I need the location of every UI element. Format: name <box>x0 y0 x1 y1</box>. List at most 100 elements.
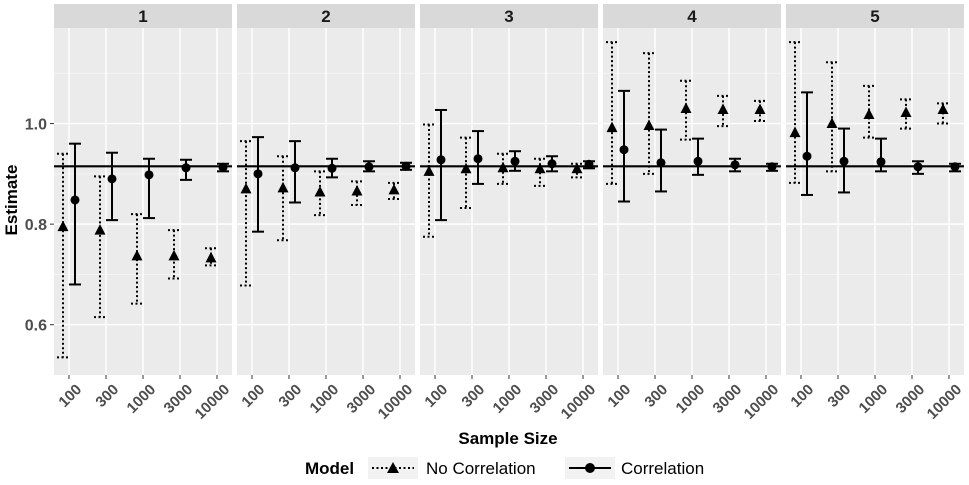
x-tick-label: 300 <box>92 381 122 411</box>
point-estimate-triangle <box>460 162 472 174</box>
point-estimate-triangle <box>717 103 729 114</box>
triangle-marker-icon <box>387 462 399 473</box>
facet-panel-5: 5 <box>786 4 964 375</box>
facet-strip-label: 5 <box>870 7 879 26</box>
point-estimate-circle <box>510 156 520 166</box>
errorbar-no-correlation <box>571 162 583 179</box>
errorbar-no-correlation <box>314 170 326 217</box>
errorbar-correlation <box>949 162 961 173</box>
facet-strip-label: 4 <box>687 7 697 26</box>
x-tick-label: 1000 <box>490 381 526 417</box>
errorbar-no-correlation <box>643 52 655 175</box>
x-tick-label: 300 <box>641 381 671 411</box>
point-estimate-triangle <box>277 181 289 193</box>
facet-strip-label: 3 <box>504 7 513 26</box>
legend: Model No Correlation Correlation <box>305 457 704 479</box>
errorbar-no-correlation <box>351 180 363 207</box>
x-tick-label: 3000 <box>161 381 197 417</box>
y-axis-title: Estimate <box>2 165 21 236</box>
point-estimate-circle <box>584 159 594 169</box>
errorbar-correlation <box>252 136 264 233</box>
errorbar-correlation <box>875 137 887 173</box>
point-estimate-circle <box>913 162 923 172</box>
point-estimate-triangle <box>388 183 400 195</box>
point-estimate-circle <box>950 162 960 172</box>
point-estimate-triangle <box>680 102 692 113</box>
point-estimate-triangle <box>789 126 801 138</box>
errorbar-no-correlation <box>789 41 801 184</box>
point-estimate-triangle <box>205 251 217 263</box>
x-tick-label: 1000 <box>673 381 709 417</box>
facet-strip-label: 1 <box>138 7 147 26</box>
point-estimate-triangle <box>57 220 69 232</box>
errorbar-correlation <box>583 159 595 170</box>
point-estimate-circle <box>253 169 263 179</box>
point-estimate-circle <box>70 195 80 205</box>
errorbar-correlation <box>217 162 229 173</box>
errorbar-no-correlation <box>680 79 692 141</box>
legend-label-no-correlation: No Correlation <box>426 459 536 478</box>
legend-key-no-correlation <box>368 457 418 479</box>
x-tick-label: 10000 <box>924 381 966 423</box>
errorbar-no-correlation <box>240 140 252 287</box>
errorbar-no-correlation <box>205 247 217 267</box>
point-estimate-circle <box>619 145 629 155</box>
errorbar-correlation <box>289 140 301 204</box>
legend-key-correlation <box>565 457 615 479</box>
circle-marker-icon <box>585 463 595 473</box>
legend-title: Model <box>305 459 354 478</box>
point-estimate-circle <box>401 161 411 171</box>
errorbar-no-correlation <box>131 213 143 305</box>
x-tick-label: 100 <box>238 381 268 411</box>
errorbar-no-correlation <box>937 102 949 125</box>
errorbar-no-correlation <box>826 61 838 173</box>
point-estimate-circle <box>656 158 666 168</box>
x-tick-label: 3000 <box>344 381 380 417</box>
point-estimate-triangle <box>240 182 252 194</box>
errorbar-correlation <box>143 157 155 220</box>
point-estimate-triangle <box>314 185 326 197</box>
x-tick-label: 100 <box>787 381 817 411</box>
point-estimate-circle <box>473 154 483 164</box>
errorbar-no-correlation <box>460 136 472 210</box>
facet-panel-4: 4 <box>603 4 781 375</box>
errorbar-no-correlation <box>863 84 875 139</box>
x-axis-title: Sample Size <box>458 429 557 448</box>
facet-panel-1: 1 <box>54 4 232 375</box>
x-tick-label: 300 <box>458 381 488 411</box>
point-estimate-triangle <box>423 165 435 176</box>
errorbar-correlation <box>69 142 81 286</box>
point-estimate-circle <box>218 162 228 172</box>
x-tick-label: 1000 <box>124 381 160 417</box>
point-estimate-circle <box>547 159 557 169</box>
facet-strip <box>603 4 781 28</box>
errorbar-correlation <box>363 160 375 173</box>
point-estimate-circle <box>144 170 154 180</box>
x-tick-label: 100 <box>604 381 634 411</box>
point-estimate-triangle <box>826 117 838 129</box>
x-tick-label: 10000 <box>558 381 600 423</box>
facet-strip-label: 2 <box>321 7 330 26</box>
point-estimate-circle <box>181 163 191 173</box>
point-estimate-triangle <box>606 121 618 133</box>
y-tick-label: 0.6 <box>25 318 47 335</box>
x-tick-label: 10000 <box>375 381 417 423</box>
errorbar-no-correlation <box>423 123 435 238</box>
x-tick-label: 300 <box>275 381 305 411</box>
errorbar-no-correlation <box>717 94 729 128</box>
facet-strip <box>237 4 415 28</box>
point-estimate-triangle <box>131 249 143 261</box>
point-estimate-triangle <box>571 162 583 174</box>
errorbar-no-correlation <box>277 155 289 242</box>
x-tick-label: 100 <box>421 381 451 411</box>
errorbar-no-correlation <box>900 98 912 130</box>
errorbar-correlation <box>838 127 850 194</box>
errorbar-correlation <box>106 151 118 222</box>
point-estimate-circle <box>767 162 777 172</box>
facet-strip <box>786 4 964 28</box>
point-estimate-circle <box>327 163 337 173</box>
errorbar-no-correlation <box>94 175 106 319</box>
facet-panel-2: 2 <box>237 4 415 375</box>
